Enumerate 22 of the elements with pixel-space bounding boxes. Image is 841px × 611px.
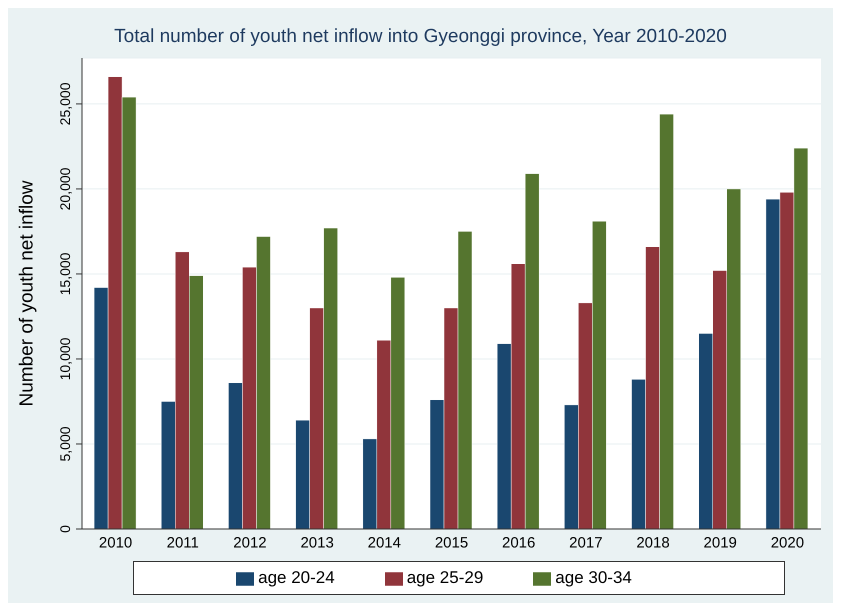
legend-label: age 25-29 <box>406 568 484 587</box>
x-tick-label: 2012 <box>233 534 267 552</box>
x-tick-label: 2020 <box>770 534 804 552</box>
x-tick-label: 2011 <box>166 534 199 552</box>
x-tick-label: 2018 <box>636 534 670 552</box>
x-tick-label: 2017 <box>569 534 603 552</box>
y-tick-label: 25,000 <box>57 82 73 126</box>
y-tick-label: 5,000 <box>57 426 73 462</box>
x-tick-label: 2014 <box>368 534 402 552</box>
legend-label: age 20-24 <box>258 568 335 587</box>
y-tick-label: 10,000 <box>57 337 73 380</box>
x-tick-label: 2016 <box>502 534 536 552</box>
x-tick-label: 2015 <box>434 534 468 552</box>
x-tick-label: 2013 <box>300 534 334 552</box>
y-axis-title: Number of youth net inflow <box>16 180 38 407</box>
y-tick-label: 15,000 <box>57 252 73 296</box>
legend-label: age 30-34 <box>555 568 632 587</box>
y-tick-label: 20,000 <box>57 167 73 210</box>
x-tick-label: 2019 <box>704 534 737 552</box>
chart-title: Total number of youth net inflow into Gyeonggi province, Year 2010-2020 <box>113 26 728 48</box>
y-tick-label: 0 <box>57 524 73 533</box>
x-tick-label: 2010 <box>98 534 132 552</box>
